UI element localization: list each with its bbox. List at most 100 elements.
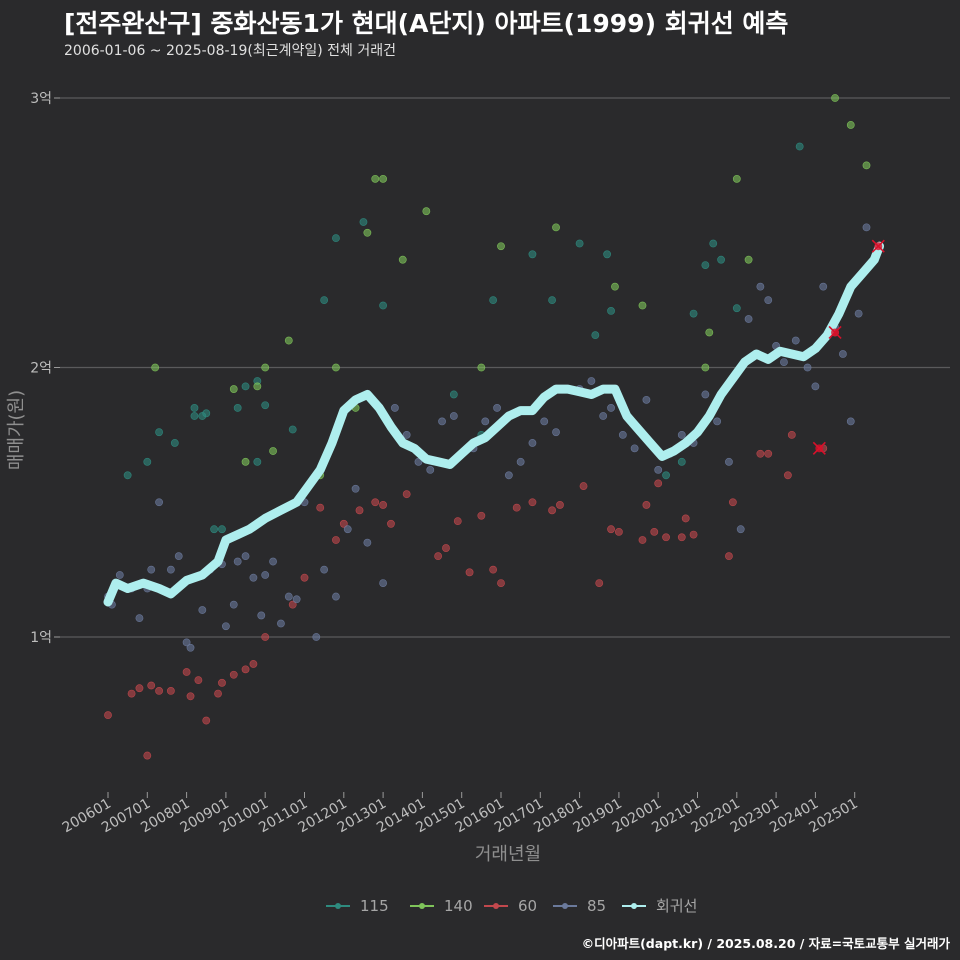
data-point-85 <box>854 309 863 318</box>
data-point-85 <box>449 412 458 420</box>
data-point-115 <box>241 382 250 391</box>
data-point-140 <box>552 223 560 232</box>
data-point-60 <box>387 519 395 528</box>
data-point-85 <box>174 552 183 561</box>
data-point-115 <box>288 425 297 434</box>
data-point-140 <box>477 363 486 372</box>
recent-markers <box>812 239 885 455</box>
legend-key-dot <box>631 903 637 909</box>
data-point-140 <box>611 282 619 291</box>
y-tick-label: 1억 <box>30 630 52 646</box>
data-point-60 <box>465 568 474 577</box>
data-point-60 <box>218 678 226 687</box>
data-point-115 <box>575 239 584 248</box>
data-point-60 <box>556 501 564 509</box>
data-point-60 <box>214 689 222 698</box>
data-point-115 <box>202 409 211 418</box>
data-point-60 <box>249 660 258 668</box>
data-point-60 <box>548 506 556 515</box>
data-point-85 <box>764 296 773 305</box>
data-point-85 <box>630 444 639 453</box>
data-point-60 <box>764 449 773 458</box>
data-point-60 <box>127 689 136 698</box>
data-point-140 <box>422 207 431 216</box>
data-point-60 <box>442 544 450 552</box>
legend-label: 85 <box>587 897 606 915</box>
data-point-60 <box>241 665 250 674</box>
data-point-140 <box>151 363 160 372</box>
legend-label: 60 <box>518 897 537 915</box>
data-point-60 <box>650 527 659 536</box>
data-point-60 <box>261 633 270 641</box>
data-point-140 <box>269 447 277 455</box>
chart-title: [전주완산구] 중화산동1가 현대(A단지) 아파트(1999) 회귀선 예측 <box>64 9 789 38</box>
data-point-60 <box>607 525 615 534</box>
data-point-60 <box>332 536 340 544</box>
data-point-140 <box>332 363 340 372</box>
data-point-115 <box>662 471 670 480</box>
data-point-115 <box>320 296 329 305</box>
data-point-115 <box>359 218 368 226</box>
data-point-85 <box>402 430 411 439</box>
data-point-140 <box>253 382 262 391</box>
data-point-115 <box>233 404 242 412</box>
data-point-115 <box>190 404 199 412</box>
series-85 <box>104 223 871 652</box>
y-tick-labels: 1억 2억 3억 <box>30 91 60 646</box>
data-point-115 <box>379 301 387 310</box>
data-point-60 <box>512 503 521 512</box>
data-point-85 <box>135 614 144 623</box>
chart-subtitle: 2006-01-06 ~ 2025-08-19(최근계약일) 전체 거래건 <box>64 43 396 59</box>
data-point-115 <box>701 261 710 269</box>
data-point-85 <box>736 525 745 534</box>
data-point-85 <box>198 606 207 614</box>
data-point-85 <box>414 457 423 466</box>
data-point-115 <box>603 250 612 259</box>
data-point-60 <box>155 687 163 695</box>
data-point-115 <box>143 457 152 466</box>
series-115 <box>123 142 804 534</box>
data-point-85 <box>229 600 238 609</box>
data-point-115 <box>548 296 556 305</box>
data-point-115 <box>677 457 686 466</box>
data-point-85 <box>277 619 285 628</box>
data-point-60 <box>689 530 698 539</box>
data-point-85 <box>493 404 501 412</box>
data-point-85 <box>618 430 627 439</box>
data-point-60 <box>186 692 195 701</box>
data-point-140 <box>363 228 372 237</box>
data-point-60 <box>489 565 498 574</box>
data-point-115 <box>528 250 537 259</box>
data-point-60 <box>202 716 211 725</box>
data-point-115 <box>332 234 340 243</box>
scatter-points <box>104 94 871 760</box>
data-point-60 <box>756 449 765 458</box>
data-point-85 <box>115 571 124 579</box>
data-point-85 <box>182 638 191 647</box>
grid-lines <box>60 97 950 638</box>
data-point-85 <box>147 565 156 574</box>
data-point-85 <box>587 377 596 385</box>
data-point-60 <box>147 681 156 690</box>
data-point-60 <box>477 511 486 520</box>
data-point-60 <box>677 533 686 542</box>
data-point-60 <box>402 490 411 499</box>
data-point-85 <box>540 417 549 426</box>
data-point-60 <box>662 533 670 542</box>
data-point-85 <box>811 382 820 391</box>
data-point-115 <box>607 307 615 315</box>
legend-item: 140 <box>410 897 473 915</box>
series-60 <box>104 328 839 760</box>
legend-item: 회귀선 <box>622 897 697 915</box>
data-point-85 <box>343 525 352 534</box>
data-point-85 <box>249 573 258 582</box>
data-point-60 <box>143 751 152 760</box>
data-point-115 <box>709 239 718 248</box>
data-point-115 <box>449 390 458 399</box>
y-tick-label: 2억 <box>30 361 52 377</box>
data-point-140 <box>862 161 871 170</box>
data-point-85 <box>504 471 513 480</box>
data-point-140 <box>261 363 270 372</box>
data-point-85 <box>516 457 525 466</box>
